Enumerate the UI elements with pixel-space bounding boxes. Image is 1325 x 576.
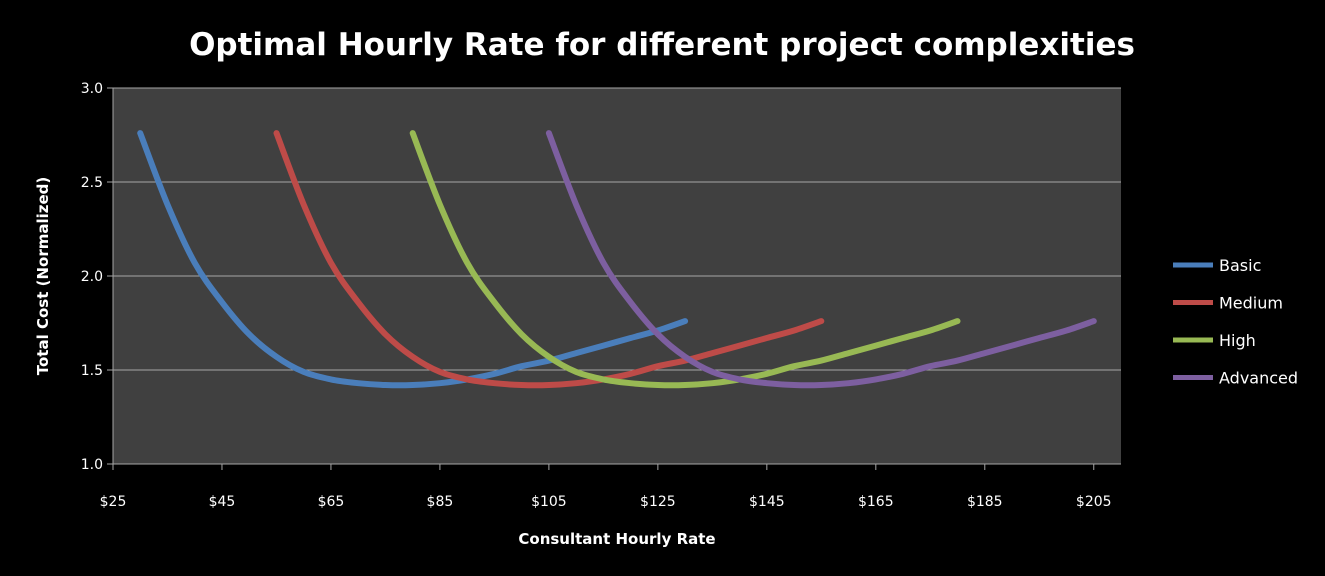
- x-tick-label: $85: [427, 494, 454, 510]
- series-line-medium: [273, 130, 825, 389]
- x-tick-label: $45: [209, 494, 236, 510]
- legend-label-advanced: Advanced: [1219, 369, 1298, 388]
- x-tick-label: $205: [1076, 494, 1112, 510]
- y-tick-label: 3.0: [81, 81, 103, 97]
- y-tick-label: 1.0: [81, 457, 103, 473]
- series-line-advanced: [545, 130, 1097, 389]
- y-axis-title: Total Cost (Normalized): [34, 177, 52, 375]
- legend-label-medium: Medium: [1219, 294, 1283, 313]
- axes: 1.0 1.5 2.0 2.5 3.0 $25 $45 $65 $85 $105 $125 $145 $…: [81, 81, 1121, 510]
- y-tick-label: 2.5: [81, 175, 103, 191]
- series-line-basic: [137, 130, 689, 389]
- legend-label-basic: Basic: [1219, 256, 1261, 275]
- chart-title: Optimal Hourly Rate for different projec…: [189, 27, 1135, 63]
- x-tick-label: $145: [749, 494, 785, 510]
- series-line-high: [409, 130, 961, 389]
- x-tick-label: $65: [318, 494, 345, 510]
- legend: Basic Medium High Advanced: [1173, 256, 1298, 388]
- x-tick-label: $185: [967, 494, 1003, 510]
- grid-lines: [113, 87, 1121, 371]
- x-tick-label: $165: [858, 494, 894, 510]
- x-tick-label: $125: [640, 494, 676, 510]
- y-tick-label: 2.0: [81, 269, 103, 285]
- x-axis-title: Consultant Hourly Rate: [518, 530, 715, 548]
- x-tick-label: $25: [100, 494, 127, 510]
- series-lines: [137, 130, 1097, 389]
- y-tick-label: 1.5: [81, 363, 103, 379]
- x-tick-label: $105: [531, 494, 567, 510]
- legend-label-high: High: [1219, 331, 1256, 350]
